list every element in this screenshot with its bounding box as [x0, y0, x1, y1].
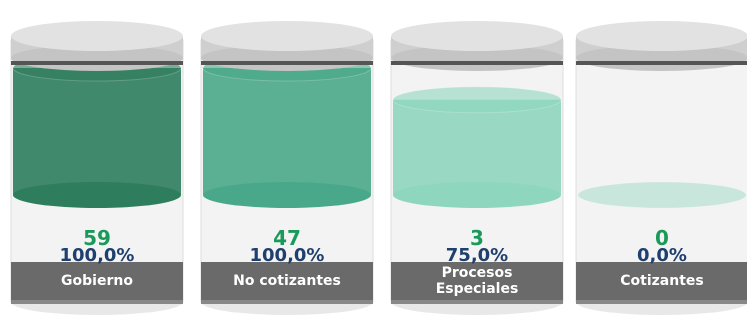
fill-level [13, 68, 181, 195]
bottom-ring [11, 300, 183, 304]
fill-bottom [203, 182, 371, 208]
category: No cotizantes [211, 262, 363, 300]
fill-bottom [393, 182, 561, 208]
chart: 59100,0%Gobierno47100,0%No cotizantes375… [0, 0, 747, 318]
fill-level [393, 100, 561, 195]
cap-top [576, 21, 747, 51]
fill-top [578, 182, 746, 208]
fill-top [393, 87, 561, 113]
ring [391, 61, 563, 65]
fill-level [203, 68, 371, 195]
category: Procesos Especiales [401, 262, 553, 300]
ring [201, 61, 373, 65]
cap-top [391, 21, 563, 51]
fill-bottom [13, 182, 181, 208]
ring [11, 61, 183, 65]
bottom-ring [201, 300, 373, 304]
bottom-ring [576, 300, 747, 304]
cap-top [11, 21, 183, 51]
bottom-ring [391, 300, 563, 304]
ring [576, 61, 747, 65]
category: Cotizantes [586, 262, 738, 300]
category: Gobierno [21, 262, 173, 300]
cap-top [201, 21, 373, 51]
